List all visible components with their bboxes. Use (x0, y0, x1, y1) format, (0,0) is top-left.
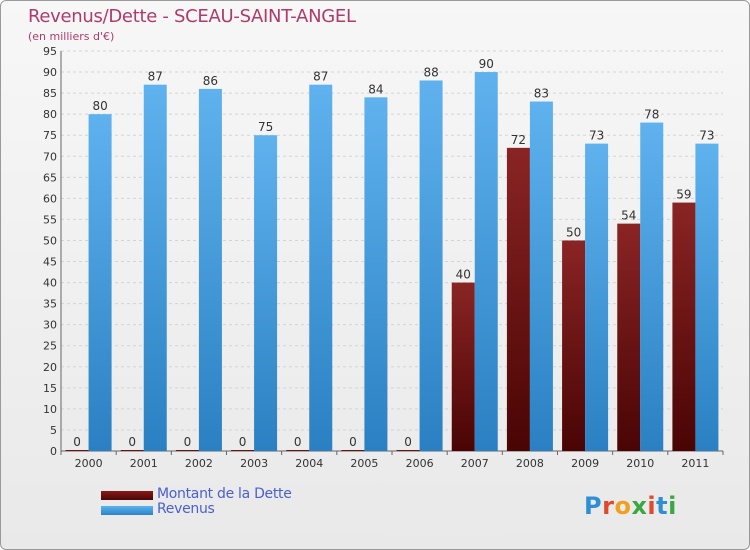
data-label: 78 (644, 108, 659, 122)
data-label: 87 (148, 70, 163, 84)
bar-dette (286, 450, 310, 451)
y-tick-label: 95 (43, 45, 57, 58)
proxiti-logo: Proxiti (584, 492, 677, 520)
y-tick-label: 10 (43, 403, 57, 416)
bar-revenus (695, 143, 719, 451)
bar-dette (506, 147, 530, 451)
y-tick-label: 20 (43, 361, 57, 374)
bar-revenus (198, 88, 222, 451)
y-tick-label: 80 (43, 108, 57, 121)
bar-dette (120, 450, 144, 451)
x-tick-label: 2010 (626, 457, 654, 470)
legend-label-revenus: Revenus (157, 501, 215, 517)
y-tick-label: 65 (43, 171, 57, 184)
bar-dette (341, 450, 365, 451)
bar-revenus (88, 114, 112, 451)
y-tick-label: 60 (43, 192, 57, 205)
legend-label-dette: Montant de la Dette (157, 486, 292, 502)
data-label: 0 (128, 435, 136, 449)
bar-dette (231, 450, 255, 451)
data-label: 90 (479, 57, 494, 71)
x-tick-label: 2003 (240, 457, 268, 470)
data-label: 87 (313, 70, 328, 84)
chart-title: Revenus/Dette - SCEAU-SAINT-ANGEL (28, 6, 356, 27)
bar-dette (396, 450, 420, 451)
y-tick-label: 30 (43, 319, 57, 332)
bar-revenus (419, 80, 443, 451)
y-tick-label: 55 (43, 213, 57, 226)
bar-revenus (529, 101, 553, 452)
x-tick-label: 2008 (516, 457, 544, 470)
y-tick-label: 85 (43, 87, 57, 100)
data-label: 40 (456, 268, 471, 282)
data-label: 86 (203, 74, 218, 88)
bar-dette (672, 202, 696, 451)
data-label: 0 (184, 435, 192, 449)
data-label: 83 (534, 87, 549, 101)
x-tick-label: 2006 (406, 457, 434, 470)
data-label: 75 (258, 120, 273, 134)
data-label: 50 (566, 225, 581, 239)
bar-dette (617, 223, 641, 451)
bar-dette (451, 282, 475, 451)
data-label: 73 (589, 129, 604, 143)
x-tick-label: 2000 (75, 457, 103, 470)
data-label: 84 (368, 82, 383, 96)
x-tick-label: 2007 (461, 457, 489, 470)
x-tick-label: 2004 (295, 457, 323, 470)
x-tick-label: 2011 (681, 457, 709, 470)
bar-revenus (640, 122, 664, 451)
y-tick-label: 50 (43, 234, 57, 247)
y-tick-label: 0 (50, 445, 57, 458)
y-tick-label: 15 (43, 382, 57, 395)
x-tick-label: 2005 (350, 457, 378, 470)
y-tick-label: 45 (43, 256, 57, 269)
legend-swatch-revenus (101, 506, 153, 515)
y-tick-label: 70 (43, 150, 57, 163)
data-label: 0 (73, 435, 81, 449)
x-tick-label: 2001 (130, 457, 158, 470)
y-tick-label: 40 (43, 277, 57, 290)
data-label: 0 (239, 435, 247, 449)
x-tick-label: 2002 (185, 457, 213, 470)
y-tick-label: 75 (43, 129, 57, 142)
data-label: 0 (349, 435, 357, 449)
data-label: 73 (699, 129, 714, 143)
bar-revenus (143, 84, 167, 452)
y-tick-label: 35 (43, 298, 57, 311)
y-tick-label: 25 (43, 340, 57, 353)
data-label: 59 (676, 188, 691, 202)
data-label: 72 (511, 133, 526, 147)
data-label: 0 (404, 435, 412, 449)
bar-dette (562, 240, 586, 451)
y-tick-label: 5 (50, 424, 57, 437)
y-tick-label: 90 (43, 66, 57, 79)
bar-dette (65, 450, 89, 451)
bar-revenus (254, 135, 278, 452)
bar-revenus (309, 84, 333, 452)
legend-swatch-dette (101, 491, 153, 500)
chart-subtitle: (en milliers d'€) (28, 30, 115, 43)
data-label: 80 (92, 99, 107, 113)
bar-revenus (585, 143, 609, 451)
data-label: 0 (294, 435, 302, 449)
x-tick-label: 2009 (571, 457, 599, 470)
bar-dette (175, 450, 199, 451)
data-label: 88 (423, 65, 438, 79)
bar-revenus (474, 72, 498, 451)
data-label: 54 (621, 209, 636, 223)
bar-revenus (364, 97, 388, 451)
